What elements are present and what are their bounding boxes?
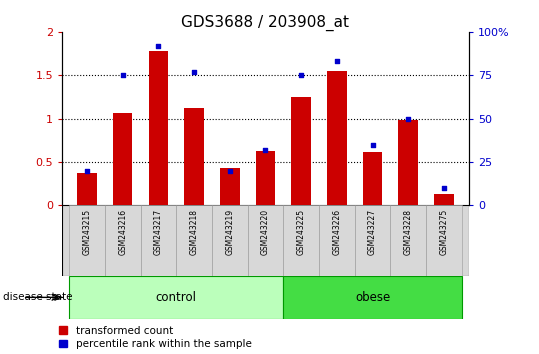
Bar [327, 71, 347, 205]
Bar [149, 51, 168, 205]
Bar [292, 97, 311, 205]
Bar [284, 276, 462, 319]
Point [154, 43, 163, 48]
Text: obese: obese [355, 291, 390, 304]
Text: GSM243227: GSM243227 [368, 209, 377, 255]
Text: GSM243275: GSM243275 [439, 209, 448, 255]
Bar [69, 276, 284, 319]
Point [297, 73, 306, 78]
Bar [69, 205, 105, 276]
Text: disease state: disease state [3, 292, 72, 302]
Point [82, 168, 91, 173]
Text: GSM243226: GSM243226 [333, 209, 341, 255]
Bar [255, 151, 275, 205]
Text: GSM243216: GSM243216 [118, 209, 127, 255]
Bar [141, 205, 176, 276]
Text: GSM243220: GSM243220 [261, 209, 270, 255]
Bar [105, 205, 141, 276]
Bar [176, 205, 212, 276]
Point [404, 116, 412, 121]
Text: GSM243215: GSM243215 [82, 209, 92, 255]
Bar [398, 120, 418, 205]
Bar [434, 194, 454, 205]
Text: GSM243219: GSM243219 [225, 209, 234, 255]
Bar [284, 205, 319, 276]
Text: GSM243228: GSM243228 [404, 209, 413, 255]
Bar [363, 152, 382, 205]
Point [333, 58, 341, 64]
Text: control: control [156, 291, 197, 304]
Text: GSM243218: GSM243218 [190, 209, 198, 255]
Bar [319, 205, 355, 276]
Bar [184, 108, 204, 205]
Bar [247, 205, 284, 276]
Bar [390, 205, 426, 276]
Point [440, 185, 448, 191]
Point [368, 142, 377, 147]
Title: GDS3688 / 203908_at: GDS3688 / 203908_at [182, 14, 349, 30]
Point [261, 147, 270, 153]
Bar [77, 173, 97, 205]
Point [225, 168, 234, 173]
Point [119, 73, 127, 78]
Bar [426, 205, 462, 276]
Point [190, 69, 198, 75]
Text: GSM243217: GSM243217 [154, 209, 163, 255]
Bar [212, 205, 247, 276]
Bar [113, 113, 133, 205]
Bar [220, 168, 239, 205]
Bar [355, 205, 390, 276]
Legend: transformed count, percentile rank within the sample: transformed count, percentile rank withi… [59, 326, 252, 349]
Text: GSM243225: GSM243225 [296, 209, 306, 255]
